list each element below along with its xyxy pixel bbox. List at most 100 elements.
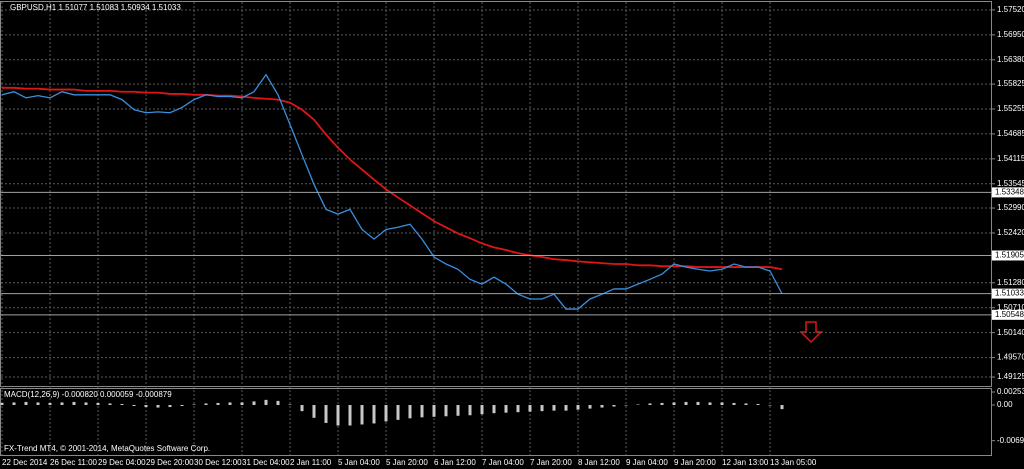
macd-bar — [456, 405, 460, 416]
y-tick-label: 1.54115 — [997, 154, 1024, 163]
macd-bar — [36, 402, 40, 405]
y-tick-label: 0.00 — [997, 400, 1013, 409]
x-tick-label: 7 Jan 04:00 — [482, 458, 524, 467]
chart-title: GBPUSD,H1 1.51077 1.51083 1.50934 1.5103… — [10, 3, 181, 12]
macd-bar — [504, 405, 508, 413]
macd-bar — [768, 405, 772, 406]
y-tick-label: 1.50710 — [997, 303, 1024, 312]
level-label: 1.50548 — [995, 310, 1024, 319]
y-tick-label: 0.002535 — [997, 387, 1024, 396]
level-label: 1.51033 — [995, 289, 1024, 298]
macd-bar — [612, 405, 616, 407]
x-tick-label: 30 Dec 12:00 — [194, 458, 242, 467]
x-tick-label: 12 Jan 13:00 — [722, 458, 769, 467]
macd-bar — [180, 405, 184, 407]
level-label-box — [992, 250, 1024, 261]
y-tick-label: 1.57520 — [997, 5, 1024, 14]
macd-bar — [468, 405, 472, 416]
macd-bar — [444, 405, 448, 417]
macd-bar — [300, 405, 304, 412]
macd-bar — [12, 402, 16, 405]
x-tick-label: 7 Jan 20:00 — [530, 458, 572, 467]
y-tick-label: 1.56950 — [997, 30, 1024, 39]
macd-title: MACD(12,26,9) -0.000820 0.000059 -0.0008… — [4, 390, 172, 399]
macd-bar — [96, 402, 100, 405]
main-frame — [0, 1, 992, 387]
macd-bar — [228, 402, 232, 405]
macd-bar — [516, 405, 520, 413]
macd-bar — [312, 405, 316, 418]
macd-bar — [432, 405, 436, 417]
macd-bar — [168, 405, 172, 408]
sell-arrow — [799, 321, 823, 344]
x-tick-label: 22 Dec 2014 — [2, 458, 48, 467]
y-tick-label: 1.55255 — [997, 104, 1024, 113]
macd-bar — [156, 405, 160, 408]
macd-bar — [108, 403, 112, 405]
macd-bar — [240, 402, 244, 405]
macd-bar — [420, 405, 424, 418]
macd-bar — [660, 402, 664, 405]
macd-bar — [492, 405, 496, 414]
level-label-box — [992, 187, 1024, 198]
price-line — [1, 73, 783, 310]
x-tick-label: 2 Jan 11:00 — [290, 458, 332, 467]
macd-bar — [720, 402, 724, 405]
macd-bar — [276, 400, 280, 405]
macd-bar — [84, 402, 88, 405]
macd-bar — [684, 401, 688, 405]
macd-frame — [0, 388, 992, 456]
y-tick-label: 1.49570 — [997, 353, 1024, 362]
y-tick-label: 1.55825 — [997, 79, 1024, 88]
macd-bar — [672, 402, 676, 405]
y-tick-label: 1.50140 — [997, 328, 1024, 337]
macd-bar — [132, 405, 136, 407]
x-tick-label: 13 Jan 05:00 — [770, 458, 817, 467]
macd-bar — [732, 402, 736, 405]
macd-bar — [408, 405, 412, 419]
macd-bar — [540, 405, 544, 412]
macd-bar — [696, 401, 700, 405]
macd-bar — [24, 401, 28, 405]
macd-bar — [204, 403, 208, 405]
footer: FX-Trend MT4, © 2001-2014, MetaQuotes So… — [4, 444, 210, 453]
x-tick-label: 29 Dec 04:00 — [98, 458, 146, 467]
x-tick-label: 29 Dec 20:00 — [146, 458, 194, 467]
macd-bar — [192, 404, 196, 405]
level-label: 1.53348 — [995, 187, 1024, 196]
macd-bar — [372, 405, 376, 424]
macd-bar — [624, 405, 628, 406]
macd-bar — [744, 403, 748, 405]
y-tick-label: 1.52420 — [997, 228, 1024, 237]
level-label-box — [992, 309, 1024, 320]
y-tick-label: 1.54685 — [997, 129, 1024, 138]
x-tick-label: 9 Jan 04:00 — [626, 458, 668, 467]
y-tick-label: 1.52990 — [997, 203, 1024, 212]
level-label-box — [992, 288, 1024, 299]
x-tick-label: 5 Jan 04:00 — [338, 458, 380, 467]
x-tick-label: 31 Dec 04:00 — [242, 458, 290, 467]
macd-bar — [348, 405, 352, 426]
x-tick-label: 8 Jan 12:00 — [578, 458, 620, 467]
macd-bar — [708, 402, 712, 405]
macd-bar — [588, 405, 592, 409]
y-tick-label: 1.56380 — [997, 55, 1024, 64]
macd-bar — [336, 405, 340, 426]
macd-bar — [48, 402, 52, 405]
moving-average — [2, 86, 783, 271]
y-tick-label: -0.006955 — [997, 436, 1024, 445]
macd-bar — [324, 405, 328, 423]
y-tick-label: 1.51280 — [997, 278, 1024, 287]
macd-bar — [600, 405, 604, 408]
macd-bar — [576, 405, 580, 410]
macd-bar — [216, 402, 220, 405]
macd-bar — [72, 401, 76, 405]
macd-bar — [636, 404, 640, 405]
y-tick-label: 1.49125 — [997, 372, 1024, 381]
macd-bar — [480, 405, 484, 415]
level-label: 1.51905 — [995, 251, 1024, 260]
macd-bar — [552, 405, 556, 411]
